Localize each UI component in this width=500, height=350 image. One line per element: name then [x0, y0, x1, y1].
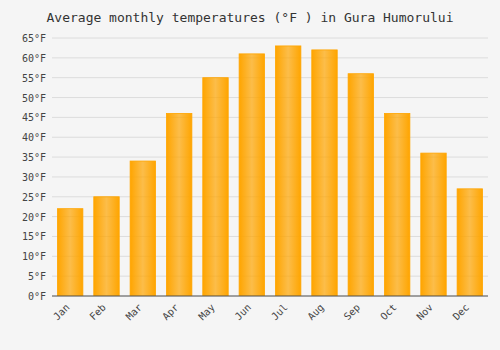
bar — [130, 161, 155, 296]
bar — [348, 74, 373, 296]
y-tick-label: 0°F — [28, 291, 46, 302]
x-tick-label: Aug — [305, 302, 326, 323]
y-tick-label: 15°F — [22, 231, 46, 242]
y-tick-label: 5°F — [28, 271, 46, 282]
bar — [312, 50, 337, 296]
x-tick-label: Sep — [342, 302, 363, 323]
grid-line — [52, 137, 488, 138]
bar — [421, 153, 446, 296]
y-tick-label: 25°F — [22, 192, 46, 203]
x-tick-label: Nov — [414, 302, 435, 323]
bar — [384, 113, 409, 296]
chart-svg: Average monthly temperatures (°F ) in Gu… — [0, 0, 500, 350]
x-tick-labels: Jan Feb Mar Apr May Jun Jul Aug Sep Oct Nov Dec — [51, 302, 471, 323]
grid-line — [52, 57, 488, 58]
bar — [457, 189, 482, 296]
grid-line — [52, 296, 488, 297]
x-tick-label: Jul — [269, 302, 290, 323]
bar — [203, 78, 228, 296]
x-tick-label: Dec — [451, 302, 472, 323]
bars — [57, 46, 482, 296]
bar — [57, 209, 82, 296]
x-tick-label: Mar — [124, 302, 145, 323]
bar — [166, 113, 191, 296]
y-grid — [52, 38, 488, 296]
grid-line — [52, 38, 488, 39]
x-tick-label: Apr — [160, 302, 181, 323]
chart-title: Average monthly temperatures (°F ) in Gu… — [47, 10, 454, 25]
bar — [239, 54, 264, 296]
grid-line — [52, 77, 488, 78]
y-tick-label: 50°F — [22, 93, 46, 104]
y-tick-label: 45°F — [22, 112, 46, 123]
grid-line — [52, 97, 488, 98]
y-tick-label: 65°F — [22, 33, 46, 44]
chart-container: Average monthly temperatures (°F ) in Gu… — [0, 0, 500, 350]
y-tick-label: 20°F — [22, 212, 46, 223]
x-tick-label: Jun — [233, 302, 254, 323]
x-tick-label: Feb — [87, 302, 108, 323]
y-tick-label: 60°F — [22, 53, 46, 64]
bar — [275, 46, 300, 296]
grid-line — [52, 117, 488, 118]
y-tick-label: 55°F — [22, 73, 46, 84]
x-tick-label: May — [196, 302, 217, 323]
y-tick-labels: 0°F 5°F 10°F 15°F 20°F 25°F 30°F 35°F 40°F 45°F 50… — [22, 33, 46, 302]
x-axis-line — [52, 296, 488, 297]
x-tick-label: Oct — [378, 302, 399, 323]
y-tick-label: 35°F — [22, 152, 46, 163]
y-tick-label: 40°F — [22, 132, 46, 143]
bar — [94, 197, 119, 296]
y-tick-label: 30°F — [22, 172, 46, 183]
x-tick-label: Jan — [51, 302, 72, 323]
y-tick-label: 10°F — [22, 251, 46, 262]
